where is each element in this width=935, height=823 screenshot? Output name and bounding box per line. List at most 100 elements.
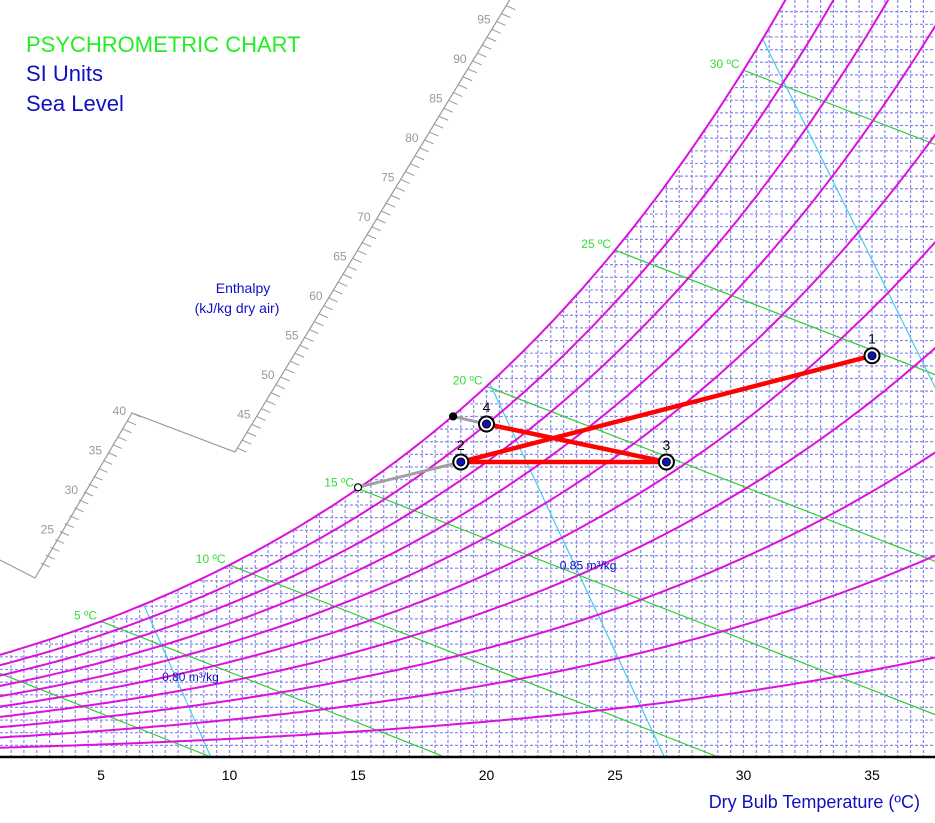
- enthalpy-scale: 25 30 35 40 45 50 55 60 65 70 75 80 85 90 95: [0, 0, 516, 579]
- x-tick-label: 35: [864, 767, 880, 783]
- wet-bulb-line-15: [357, 488, 935, 759]
- process-line-1-2: [460, 353, 873, 465]
- enthalpy-tick: [390, 194, 401, 200]
- chart-subtitle-units: SI Units: [26, 61, 103, 86]
- specific-volume-label: 0.85 m³/kg: [560, 559, 617, 573]
- wet-bulb-label: 30 ºC: [710, 57, 740, 71]
- specific-volume-line: [742, 0, 935, 759]
- enthalpy-label: 90: [453, 52, 467, 66]
- auxiliary-point: [448, 412, 458, 421]
- enthalpy-tick: [376, 218, 386, 224]
- enthalpy-tick: [69, 515, 79, 521]
- relative-humidity-curves: [0, 0, 935, 749]
- enthalpy-tick: [457, 84, 468, 90]
- wet-bulb-lines: [0, 69, 935, 759]
- wet-bulb-label: 25 ºC: [581, 237, 611, 251]
- enthalpy-tick: [107, 452, 118, 457]
- rh-curve-50: [0, 240, 935, 708]
- enthalpy-tick: [265, 400, 276, 406]
- state-points: 1 2 3 4: [452, 331, 881, 471]
- enthalpy-tick: [477, 52, 487, 58]
- enthalpy-tick: [45, 554, 55, 560]
- state-point-core: [482, 419, 491, 429]
- enthalpy-label: 85: [429, 91, 443, 105]
- enthalpy-tick: [122, 428, 132, 434]
- enthalpy-tick: [313, 321, 324, 327]
- enthalpy-tick: [347, 265, 358, 271]
- enthalpy-tick: [400, 178, 410, 184]
- enthalpy-tick: [270, 392, 281, 398]
- enthalpy-label: 75: [381, 170, 395, 184]
- enthalpy-tick: [289, 360, 300, 366]
- x-tick-label: 25: [607, 767, 623, 783]
- chart-subtitle-altitude: Sea Level: [26, 91, 124, 116]
- rh-curve-10: [0, 656, 935, 749]
- enthalpy-tick: [414, 155, 425, 161]
- enthalpy-tick: [98, 467, 108, 473]
- enthalpy-tick: [409, 163, 420, 169]
- x-axis-label: Dry Bulb Temperature (ºC): [709, 792, 920, 812]
- enthalpy-tick: [472, 60, 482, 66]
- enthalpy-tick: [251, 423, 262, 429]
- enthalpy-tick: [88, 483, 99, 489]
- enthalpy-tick: [112, 444, 123, 450]
- x-tick-label: 5: [97, 767, 105, 783]
- enthalpy-label: 45: [237, 407, 251, 421]
- process-lines: [353, 353, 873, 492]
- x-axis-ticks: 5 10 15 20 25 30 35: [97, 767, 880, 783]
- enthalpy-tick: [50, 546, 60, 552]
- enthalpy-tick: [448, 99, 458, 105]
- enthalpy-tick: [491, 28, 502, 34]
- enthalpy-tick: [40, 562, 51, 568]
- enthalpy-label: 80: [405, 131, 419, 145]
- enthalpy-tick: [309, 329, 319, 335]
- chart-title: PSYCHROMETRIC CHART: [26, 32, 301, 57]
- enthalpy-tick: [237, 447, 247, 453]
- enthalpy-tick: [467, 68, 478, 74]
- enthalpy-tick: [275, 384, 286, 390]
- enthalpy-label: 25: [41, 523, 55, 537]
- enthalpy-tick: [361, 242, 372, 248]
- wet-bulb-label: 5 ºC: [74, 608, 97, 622]
- rh-curve-70: [0, 24, 935, 687]
- auxiliary-point: [353, 483, 363, 492]
- rh-curve-30: [0, 451, 935, 729]
- enthalpy-tick: [438, 115, 449, 121]
- enthalpy-tick: [59, 531, 70, 536]
- enthalpy-tick: [395, 186, 406, 192]
- rh-curve-90: [0, 0, 835, 667]
- enthalpy-tick: [285, 368, 295, 374]
- rh-curve-40: [0, 346, 935, 718]
- enthalpy-tick: [337, 281, 348, 287]
- rh-curve-80: [0, 0, 890, 677]
- rh-curve-60: [0, 133, 935, 698]
- enthalpy-tick: [117, 436, 127, 442]
- enthalpy-label: 40: [113, 404, 127, 418]
- enthalpy-tick: [505, 5, 516, 11]
- enthalpy-tick: [294, 352, 305, 358]
- enthalpy-label: 70: [357, 210, 371, 224]
- enthalpy-tick: [261, 408, 271, 414]
- rh-curve-100: [0, 0, 787, 656]
- enthalpy-tick: [371, 226, 382, 232]
- enthalpy-tick: [429, 131, 439, 137]
- enthalpy-label: 50: [261, 368, 275, 382]
- process-line-3-4: [486, 421, 667, 465]
- enthalpy-tick: [83, 491, 94, 497]
- state-point-label: 4: [483, 399, 491, 415]
- enthalpy-tick: [501, 13, 511, 19]
- wet-bulb-line-5: [100, 620, 448, 759]
- enthalpy-tick: [357, 250, 367, 256]
- enthalpy-tick: [78, 499, 89, 505]
- enthalpy-tick: [299, 344, 310, 350]
- enthalpy-tick: [54, 538, 65, 544]
- auxiliary-line: [357, 460, 462, 489]
- enthalpy-tick: [126, 420, 137, 426]
- enthalpy-tick: [256, 415, 266, 421]
- enthalpy-tick: [405, 171, 415, 177]
- enthalpy-tick: [381, 210, 391, 216]
- enthalpy-units: (kJ/kg dry air): [195, 300, 280, 316]
- enthalpy-tick: [304, 336, 314, 342]
- enthalpy-tick: [93, 475, 103, 481]
- enthalpy-label: 30: [65, 483, 79, 497]
